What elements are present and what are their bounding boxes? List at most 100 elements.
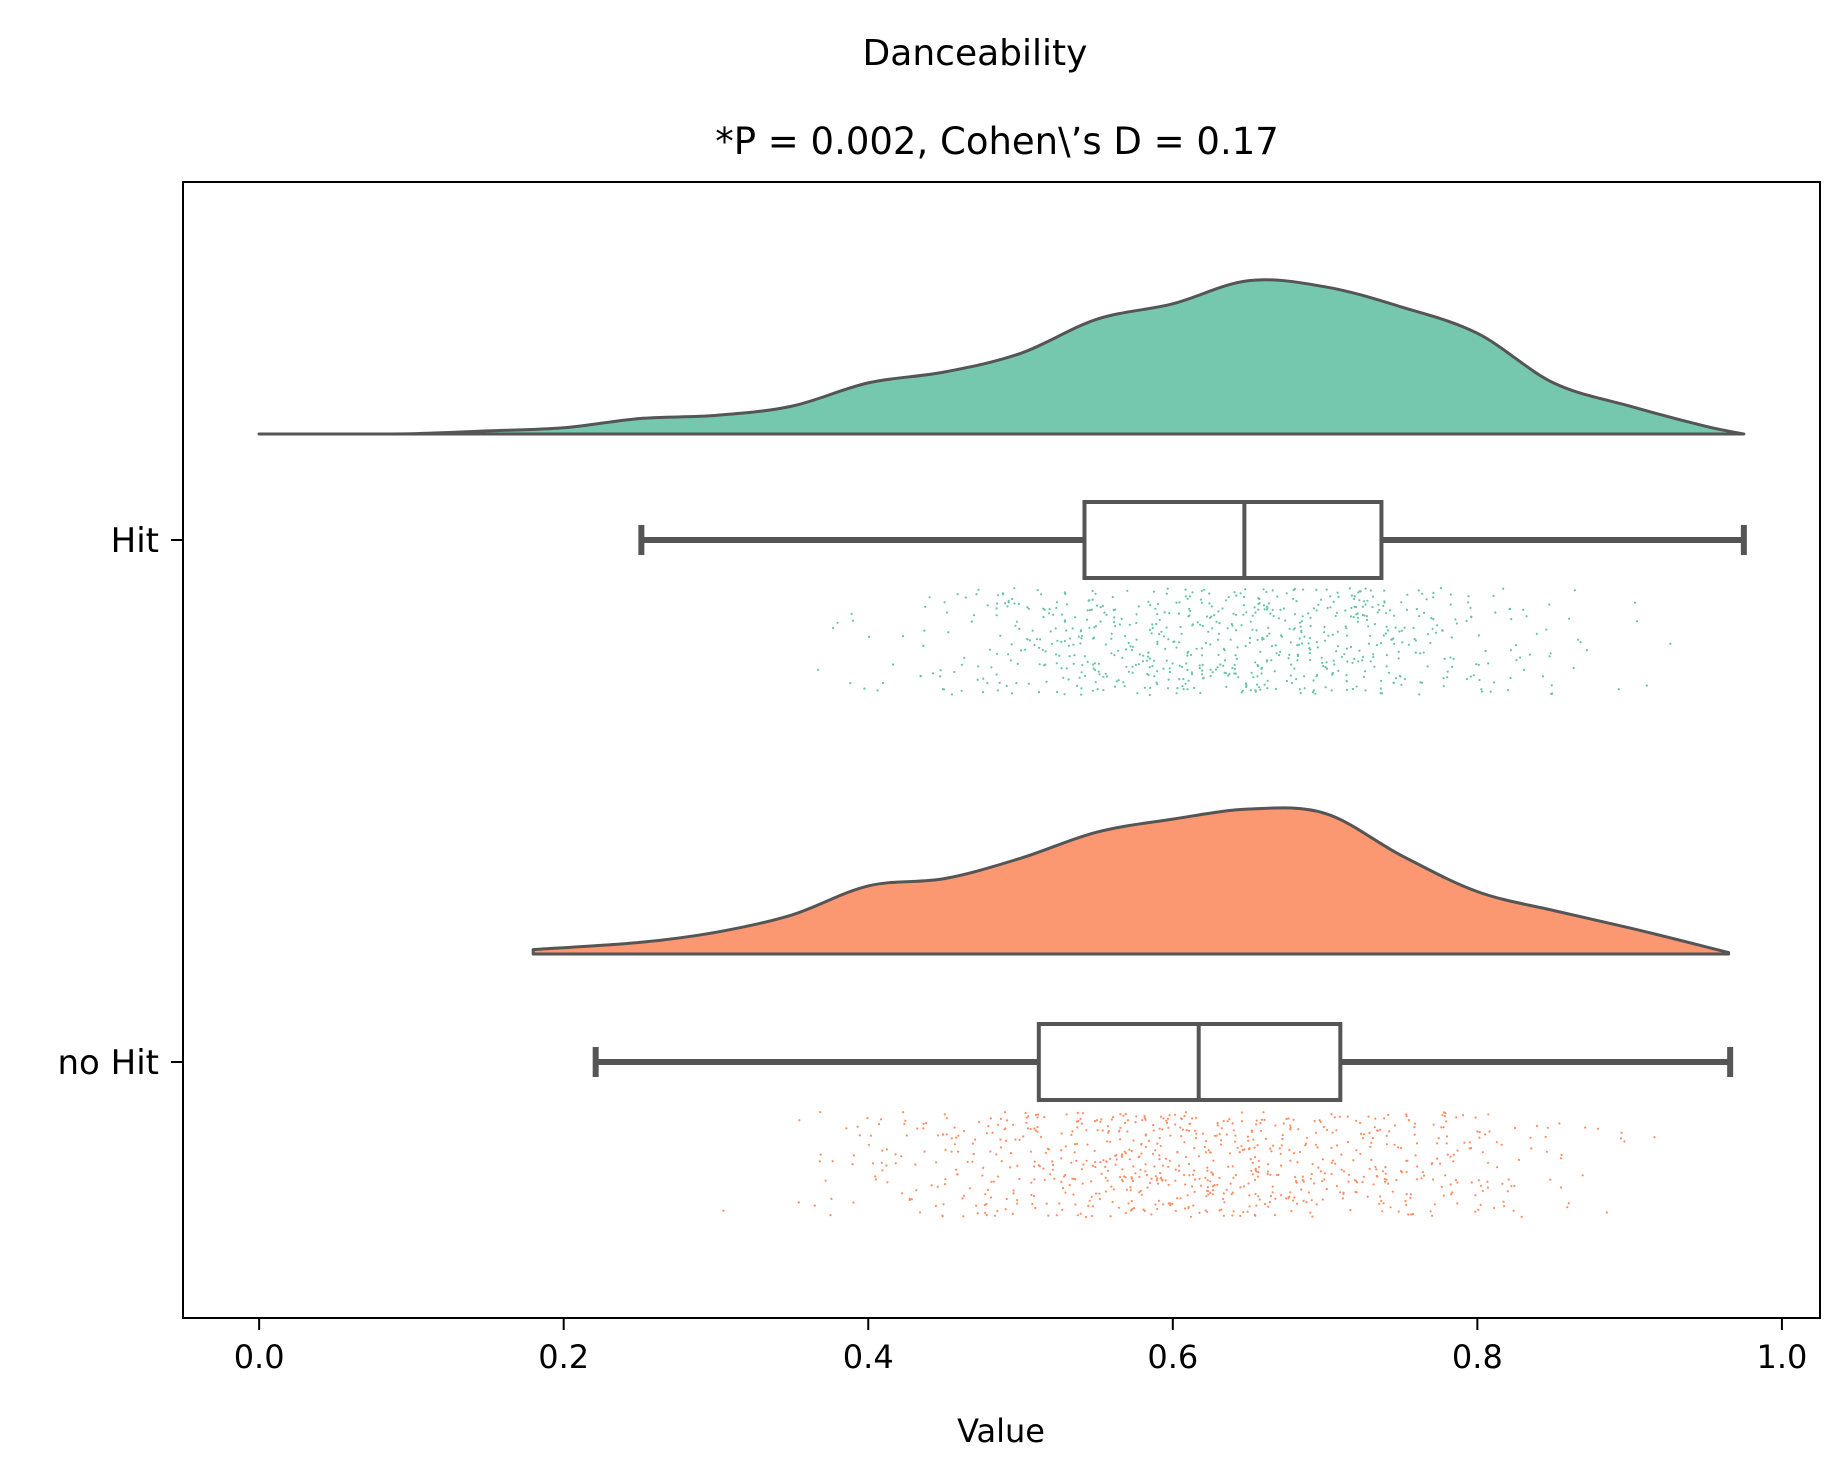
- rain-point: [1289, 674, 1292, 677]
- rain-point: [1130, 1209, 1133, 1212]
- rain-point: [1150, 1213, 1153, 1216]
- rain-point: [1168, 667, 1171, 670]
- rain-point: [1033, 1127, 1036, 1130]
- rain-point: [1015, 682, 1018, 685]
- rain-point: [1215, 620, 1218, 623]
- rain-point: [1104, 1165, 1107, 1168]
- rain-point: [1395, 1179, 1398, 1182]
- rain-point: [1016, 1164, 1019, 1167]
- rain-point: [1309, 616, 1312, 619]
- rain-point: [1275, 1173, 1278, 1176]
- rain-point: [1522, 608, 1525, 612]
- rain-point: [1476, 1130, 1479, 1133]
- rain-point: [1073, 1151, 1076, 1154]
- rain-point: [1124, 1121, 1127, 1125]
- rain-point: [1071, 1177, 1074, 1180]
- rain-point: [1060, 1157, 1063, 1160]
- rain-point: [1302, 1199, 1305, 1202]
- rain-point: [1131, 648, 1134, 652]
- rain-point: [1446, 676, 1449, 679]
- rain-point: [1181, 1128, 1184, 1131]
- rain-point: [1415, 1142, 1419, 1145]
- rain-point: [1285, 592, 1288, 595]
- rain-point: [1585, 649, 1588, 652]
- rain-point: [1030, 1193, 1033, 1197]
- rain-point: [1094, 592, 1097, 595]
- rain-point: [1079, 1212, 1082, 1215]
- rain-point: [1288, 1148, 1291, 1151]
- rain-point: [1432, 1123, 1435, 1126]
- rain-point: [1358, 649, 1361, 652]
- rain-point: [1365, 618, 1369, 622]
- rain-point: [1182, 678, 1185, 681]
- rain-point: [1204, 641, 1207, 645]
- rain-point: [1060, 667, 1063, 670]
- rain-point: [1137, 1156, 1140, 1159]
- rain-point: [1200, 601, 1203, 604]
- rain-point: [1251, 628, 1254, 631]
- rain-point: [1180, 632, 1183, 635]
- rain-point: [1148, 693, 1151, 697]
- rain-point: [1119, 1176, 1122, 1179]
- rain-point: [1451, 1191, 1454, 1194]
- rain-point: [961, 1197, 964, 1200]
- rain-point: [1467, 595, 1470, 598]
- rain-point: [1060, 1149, 1063, 1152]
- rain-point: [1232, 1176, 1235, 1179]
- rain-point: [1086, 618, 1089, 621]
- rain-point: [1080, 693, 1083, 696]
- rain-point: [1206, 1166, 1209, 1169]
- rain-point: [1313, 1119, 1316, 1123]
- rain-point: [1215, 1134, 1218, 1137]
- rain-point: [996, 602, 999, 605]
- rain-point: [1131, 671, 1134, 674]
- rain-point: [1371, 1137, 1374, 1140]
- iqr-box: [1082, 500, 1384, 580]
- rain-point: [1352, 616, 1355, 619]
- rain-point: [1218, 622, 1221, 625]
- rain-point: [1393, 642, 1396, 646]
- rain-point: [1240, 1145, 1243, 1148]
- rain-point: [1124, 635, 1127, 638]
- rain-point: [1082, 1163, 1085, 1166]
- rain-point: [1281, 1137, 1284, 1141]
- rain-point: [1355, 1149, 1358, 1152]
- rain-point: [1405, 1193, 1408, 1196]
- rain-point: [1179, 625, 1182, 629]
- rain-point: [1172, 640, 1175, 644]
- rain-point: [876, 689, 879, 692]
- rain-point: [1208, 592, 1211, 595]
- rain-point: [1240, 1111, 1243, 1114]
- rain-point: [1147, 600, 1150, 604]
- rain-point: [903, 1122, 906, 1125]
- rain-point: [1194, 1137, 1197, 1140]
- rain-point: [1285, 1197, 1288, 1200]
- rain-point: [1392, 681, 1395, 684]
- rain-point: [1367, 642, 1370, 645]
- rain-point: [1381, 1210, 1384, 1213]
- rain-point: [1201, 663, 1204, 667]
- rain-point: [1105, 1160, 1108, 1163]
- rain-point: [1217, 638, 1220, 641]
- rain-point: [1250, 671, 1253, 674]
- rain-point: [1468, 1141, 1471, 1144]
- rain-point: [1256, 675, 1259, 678]
- rain-point: [1279, 1194, 1283, 1197]
- rain-point: [1255, 1123, 1258, 1126]
- rain-point: [1154, 1203, 1157, 1206]
- rain-point: [1369, 589, 1372, 592]
- rain-point: [1489, 690, 1492, 693]
- rain-point: [1023, 648, 1027, 651]
- rain-point: [1319, 1170, 1323, 1173]
- rain-point: [1090, 1195, 1093, 1198]
- rain-point: [1289, 1128, 1292, 1131]
- rain-point: [1362, 1137, 1365, 1140]
- rain-point: [1186, 597, 1189, 600]
- rain-point: [977, 588, 980, 591]
- rain-point: [1372, 656, 1375, 659]
- rain-point: [1299, 691, 1302, 695]
- rain-point: [1193, 1147, 1196, 1150]
- rain-point: [1407, 643, 1410, 646]
- rain-point: [1165, 1121, 1169, 1125]
- rain-point: [1444, 1174, 1447, 1177]
